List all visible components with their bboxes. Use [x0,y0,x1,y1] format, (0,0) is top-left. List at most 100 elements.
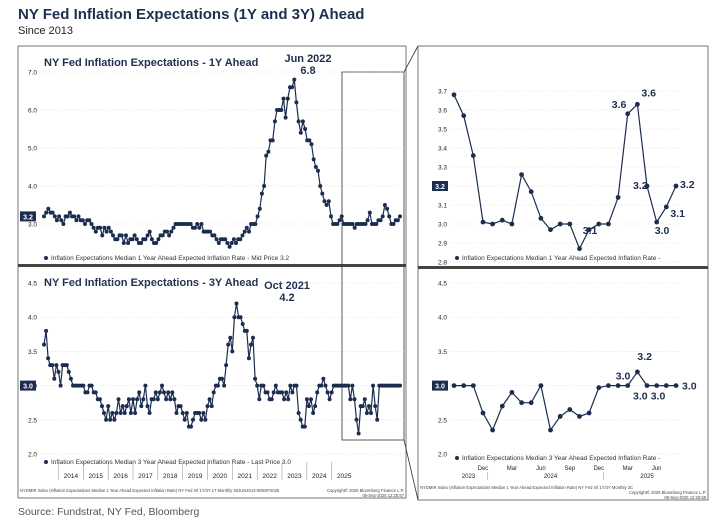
data-point [337,218,342,223]
data-point [174,411,179,415]
data-point [586,410,592,416]
y-tick-label: 3.4 [438,146,447,153]
data-point [244,328,249,333]
data-point [141,397,146,402]
data-point [346,383,351,388]
data-point [91,225,96,230]
data-point [270,138,275,143]
legend-zoom-1y-text: Inflation Expectations Median 1 Year Ahe… [462,255,660,262]
data-point [288,383,293,388]
y-tick-label: 4.5 [438,281,447,288]
y-tick-label: 3.5 [28,349,37,356]
data-point [298,130,303,135]
data-point [44,210,49,215]
data-point [120,404,125,409]
y-tick-label: 3.0 [438,222,447,229]
data-point [223,237,228,242]
point-label: 3.2 [680,179,695,191]
data-point [46,206,51,211]
data-point [538,383,544,388]
x-tick-label: 2015 [89,473,104,480]
data-point [625,111,631,117]
data-point [205,404,210,409]
data-point [257,397,262,402]
data-point [65,214,70,219]
data-point [131,397,135,402]
legend-3y-marker [44,460,48,464]
data-point [596,221,602,227]
data-point [162,390,166,395]
right-footnote-3: 08-Sep-2025 12:25:58 [664,495,706,500]
x-tick-label: 2023 [287,473,302,480]
y-tick-label: 2.0 [28,452,37,459]
right-panel-divider [418,266,708,269]
data-point [296,119,301,124]
data-point [57,214,62,219]
data-point [197,225,202,230]
data-point [321,376,326,381]
data-point [157,390,162,395]
y-tick-label: 3.5 [438,127,447,134]
data-point [352,397,357,402]
data-point [54,218,59,223]
x-tick-label: 2021 [238,473,253,480]
data-point [251,335,255,340]
data-point [470,153,476,159]
data-point [191,417,195,422]
data-point [391,222,396,226]
annotation-1y-value: 6.8 [300,65,315,77]
data-point [548,227,553,233]
data-point [586,227,592,233]
data-point [509,390,515,395]
left-footnote-1: NYDMIR Index (Inflation Expectations Med… [20,488,280,493]
data-point [499,217,505,223]
data-point [311,411,316,415]
data-point [139,241,144,245]
y-tick-label: 3.5 [438,349,447,356]
x-tick-label: 2022 [262,473,277,480]
data-point [165,229,169,234]
data-point [253,376,258,381]
data-point [169,229,174,234]
data-point [365,218,370,223]
data-point [170,390,175,395]
y-tick-label: 4.0 [28,184,37,191]
data-point [225,241,230,245]
point-label: 3.0 [616,371,631,383]
data-point [182,417,187,422]
data-point [102,225,107,230]
data-point [240,322,245,326]
data-point [232,315,237,320]
data-point [313,404,318,409]
data-point [329,214,333,219]
data-point [374,222,379,226]
data-point [44,328,49,333]
x-tick-label: Sep [564,466,575,472]
data-point [81,383,86,388]
data-point [67,210,72,215]
data-point [134,237,139,242]
data-point [50,210,55,215]
data-point [261,383,266,388]
y-tick-label: 4.0 [438,315,447,322]
data-point [66,369,71,374]
data-point [398,214,402,219]
data-point [166,390,171,395]
data-point [61,222,66,226]
data-point [160,383,164,388]
y-tick-label: 3.1 [438,203,447,210]
data-point [307,138,312,143]
data-point [102,411,106,415]
data-point [282,397,287,402]
data-point [273,383,278,388]
x-year-label: 2025 [640,474,654,480]
data-point [280,390,284,395]
data-point [339,214,344,219]
data-point [259,191,264,196]
data-point [548,427,553,433]
data-point [110,411,115,415]
data-point [189,424,193,429]
data-point [364,411,369,415]
data-point [133,411,138,415]
x-tick-label: Dec [593,466,604,472]
